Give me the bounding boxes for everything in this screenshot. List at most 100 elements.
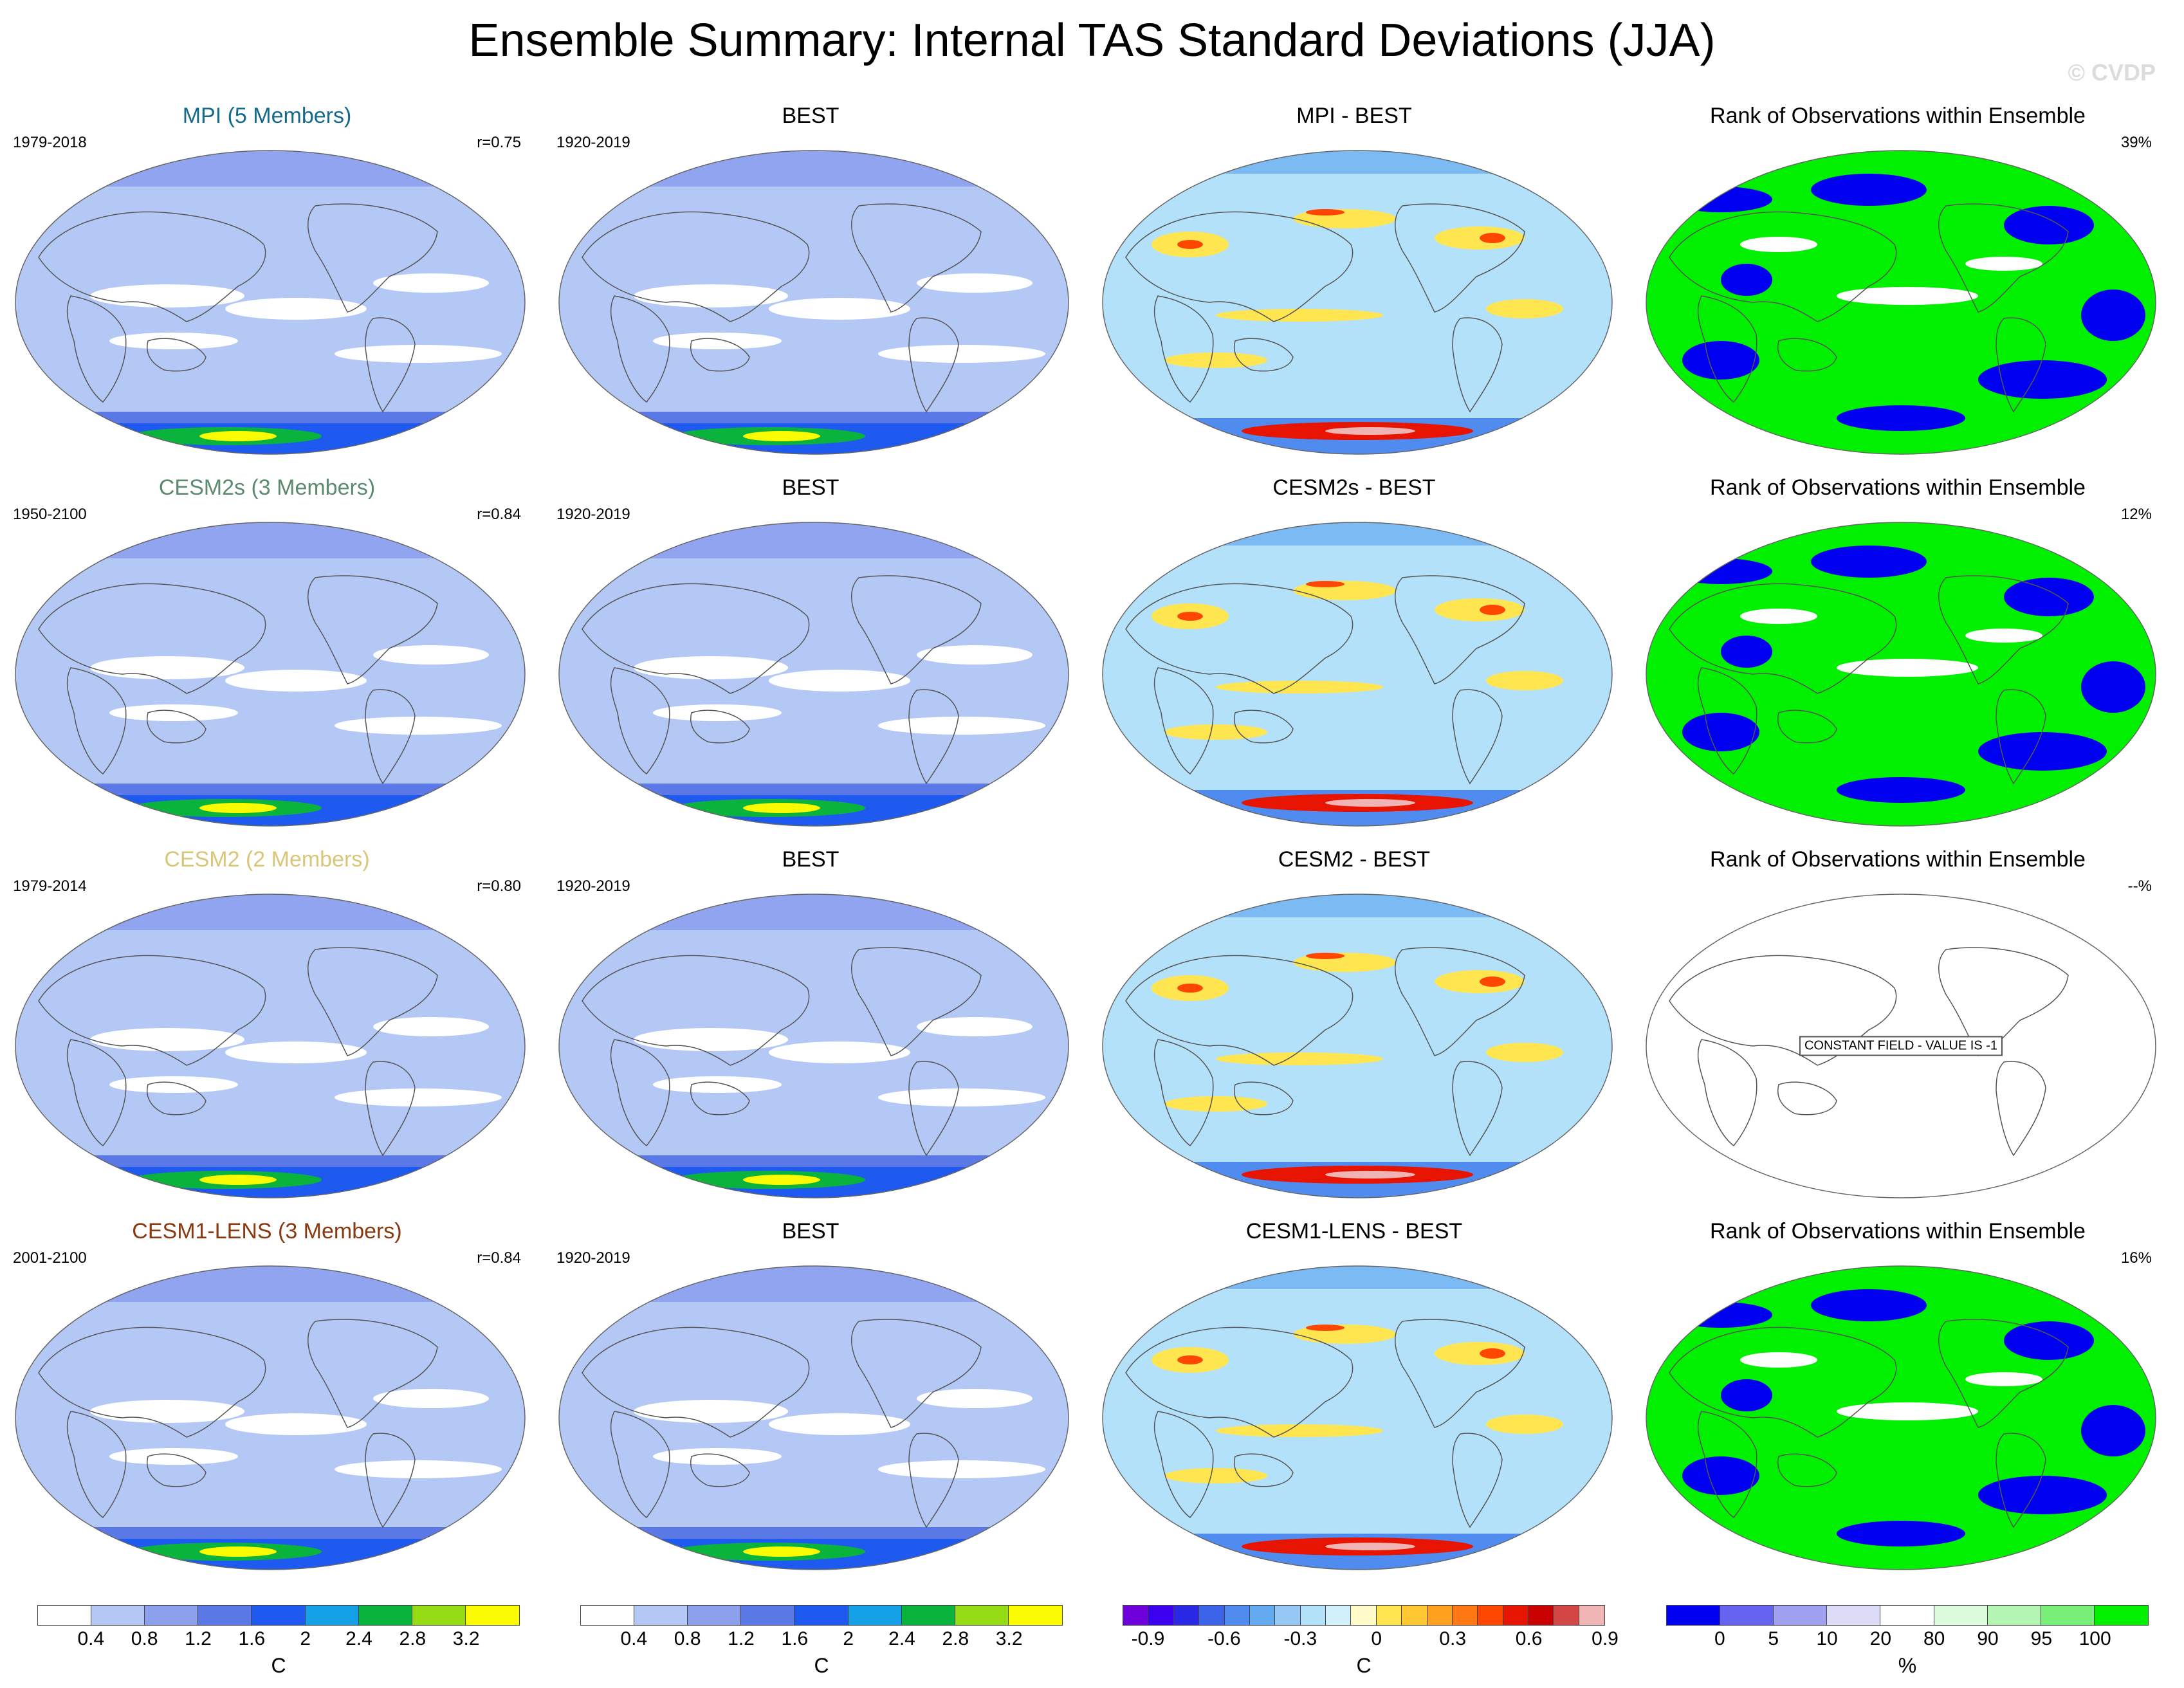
colorbar-swatch	[1300, 1606, 1326, 1625]
rank-panel-title: Rank of Observations within Ensemble	[1710, 104, 2086, 128]
colorbar-tick-label: 1.2	[185, 1628, 212, 1649]
colorbar-swatch	[38, 1606, 92, 1625]
ensemble-map	[13, 892, 528, 1200]
colorbar-swatch	[412, 1606, 466, 1625]
observation-panel-title: BEST	[782, 104, 840, 128]
colorbar-swatch	[1249, 1606, 1276, 1625]
difference-panel: CESM2s - BEST	[1087, 475, 1621, 835]
colorbar-swatch	[1199, 1606, 1225, 1625]
colorbar-tick-label: 0.8	[131, 1628, 158, 1649]
rank-panel-title: Rank of Observations within Ensemble	[1710, 847, 2086, 872]
colorbar-tick-label: 2.4	[345, 1628, 372, 1649]
observation-map	[556, 520, 1071, 829]
std-colorbar-2-swatches	[580, 1605, 1063, 1626]
colorbar-swatch	[305, 1606, 359, 1625]
colorbar-swatch	[1987, 1606, 2041, 1625]
observation-map-plot	[558, 150, 1069, 455]
observation-panel-title: BEST	[782, 475, 840, 500]
std-colorbar-1: 0.4 0.8 1.2 1.6 2 2.4 2.8 3.2 C	[37, 1605, 520, 1682]
colorbar-swatch	[1934, 1606, 1988, 1625]
ensemble-map-plot	[15, 1265, 526, 1570]
colorbar-tick-label: 2.8	[399, 1628, 427, 1649]
difference-panel: MPI - BEST	[1087, 103, 1621, 463]
rank-percent: 12%	[2120, 506, 2152, 523]
colorbar-tick-label: 20	[1869, 1628, 1892, 1649]
colorbar-unit: C	[814, 1654, 829, 1677]
rank-panel-title: Rank of Observations within Ensemble	[1710, 1219, 2086, 1243]
colorbar-tick-label: 0.4	[77, 1628, 105, 1649]
colorbar-tick-label: 0.6	[1515, 1628, 1543, 1649]
rank-panel-title: Rank of Observations within Ensemble	[1710, 475, 2086, 500]
rank-map: CONSTANT FIELD - VALUE IS -1	[1644, 892, 2158, 1200]
ensemble-map-plot	[15, 150, 526, 455]
colorbar-swatch	[901, 1606, 955, 1625]
difference-map-plot	[1102, 1265, 1613, 1570]
rank-map-plot	[1646, 522, 2156, 827]
ensemble-years: 1950-2100	[13, 506, 87, 523]
colorbar-swatch	[1554, 1606, 1579, 1625]
observation-years: 1920-2019	[556, 877, 630, 895]
difference-map	[1100, 892, 1615, 1200]
observation-map-plot	[558, 894, 1069, 1198]
colorbar-swatch	[1427, 1606, 1453, 1625]
ensemble-map-plot	[15, 522, 526, 827]
colorbar-swatch	[1402, 1606, 1427, 1625]
difference-panel: CESM1-LENS - BEST	[1087, 1218, 1621, 1579]
pattern-correlation: r=0.80	[477, 877, 521, 895]
colorbar-tick-label: 10	[1816, 1628, 1838, 1649]
rank-map	[1644, 1263, 2158, 1572]
ensemble-panel-title: CESM2s (3 Members)	[158, 475, 376, 500]
ensemble-years: 1979-2018	[13, 134, 87, 151]
cvdp-watermark: © CVDP	[2068, 59, 2156, 86]
observation-panel: BEST 1920-2019	[544, 103, 1078, 463]
colorbar-tick-label: 5	[1768, 1628, 1779, 1649]
colorbar-tick-label: -0.6	[1207, 1628, 1241, 1649]
rank-percent: 39%	[2120, 134, 2152, 151]
colorbar-tick-label: 95	[2030, 1628, 2053, 1649]
colorbar-tick-label: 3.2	[452, 1628, 480, 1649]
observation-panel: BEST 1920-2019	[544, 847, 1078, 1207]
difference-map-plot	[1102, 894, 1613, 1198]
difference-panel-title: CESM1-LENS - BEST	[1245, 1219, 1463, 1243]
std-colorbar-2: 0.4 0.8 1.2 1.6 2 2.4 2.8 3.2 C	[580, 1605, 1063, 1682]
difference-panel-title: CESM2s - BEST	[1272, 475, 1436, 500]
colorbar-swatch	[794, 1606, 849, 1625]
colorbar-unit: C	[271, 1654, 286, 1677]
observation-years: 1920-2019	[556, 134, 630, 151]
observation-years: 1920-2019	[556, 1249, 630, 1267]
colorbar-swatch	[2041, 1606, 2095, 1625]
rank-percent: --%	[2127, 877, 2152, 895]
colorbar-swatch	[1503, 1606, 1528, 1625]
pattern-correlation: r=0.75	[477, 134, 521, 151]
colorbar-tick-label: 0.3	[1439, 1628, 1467, 1649]
colorbar-swatch	[1376, 1606, 1402, 1625]
difference-map-plot	[1102, 150, 1613, 455]
colorbar-swatch	[1478, 1606, 1503, 1625]
colorbar-swatch	[252, 1606, 306, 1625]
observation-map-plot	[558, 522, 1069, 827]
ensemble-map-plot	[15, 894, 526, 1198]
colorbar-tick-label: 0.9	[1592, 1628, 1619, 1649]
colorbar-tick-label: 1.6	[781, 1628, 809, 1649]
difference-map	[1100, 148, 1615, 457]
colorbar-swatch	[1224, 1606, 1250, 1625]
constant-field-note: CONSTANT FIELD - VALUE IS -1	[1799, 1036, 2003, 1056]
observation-years: 1920-2019	[556, 506, 630, 523]
colorbar-tick-label: 2.8	[942, 1628, 969, 1649]
colorbar-tick-label: 0	[1714, 1628, 1725, 1649]
ensemble-panel: CESM2s (3 Members) 1950-2100 r=0.84	[0, 475, 534, 835]
colorbar-swatch	[1275, 1606, 1301, 1625]
colorbar-tick-label: 0.4	[620, 1628, 648, 1649]
pattern-correlation: r=0.84	[477, 1249, 521, 1267]
difference-map	[1100, 520, 1615, 829]
ensemble-panel: MPI (5 Members) 1979-2018 r=0.75	[0, 103, 534, 463]
observation-map	[556, 892, 1071, 1200]
observation-map-plot	[558, 1265, 1069, 1570]
colorbar-tick-label: 1.6	[238, 1628, 266, 1649]
colorbar-swatch	[1173, 1606, 1200, 1625]
rank-panel: Rank of Observations within Ensemble 39%	[1631, 103, 2165, 463]
colorbar-swatch	[1774, 1606, 1828, 1625]
colorbar-tick-label: 2.4	[888, 1628, 915, 1649]
colorbar-swatch	[1528, 1606, 1554, 1625]
colorbar-swatch	[581, 1606, 635, 1625]
